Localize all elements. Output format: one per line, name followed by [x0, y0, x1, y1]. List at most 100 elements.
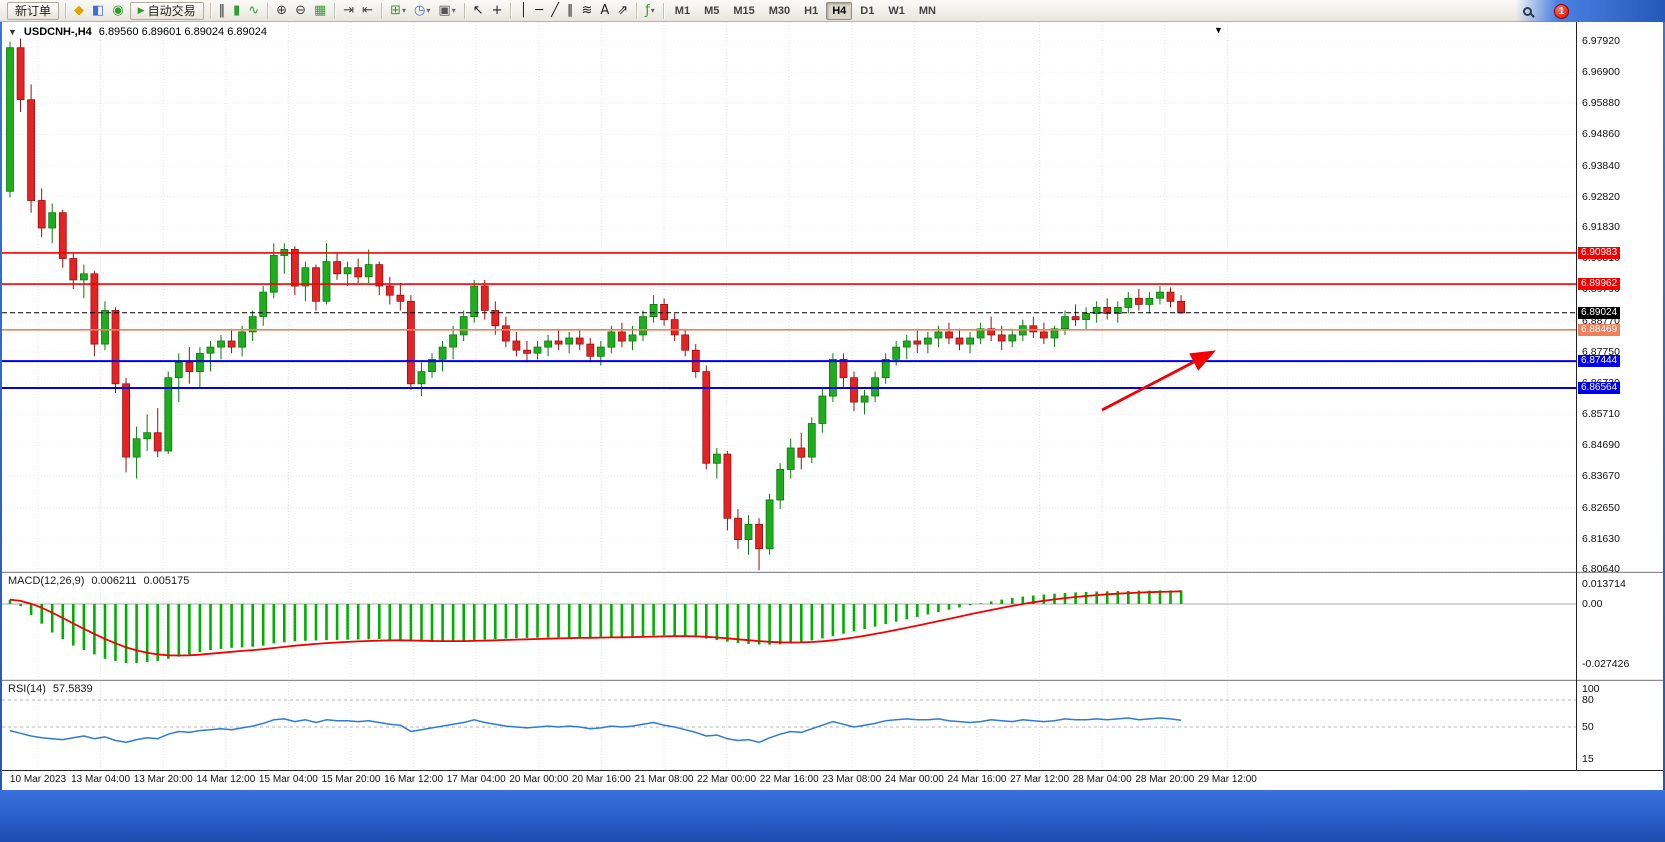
chart-shift-marker[interactable]: ▼	[1214, 25, 1223, 35]
candlestick-chart-icon[interactable]: ▮	[229, 1, 244, 21]
toolbar-separator	[463, 2, 465, 19]
zoom-out-icon-glyph: ⊖	[295, 3, 306, 18]
timeframe-h4[interactable]: H4	[826, 1, 853, 20]
timeframe-h1[interactable]: H1	[798, 2, 824, 20]
time-axis-label: 28 Mar 20:00	[1135, 774, 1195, 785]
toolbar-right-corner: 1	[1515, 0, 1665, 22]
arrows-tool-icon[interactable]: ⇗	[613, 1, 632, 21]
price-tag: 6.86564	[1578, 381, 1621, 394]
vertical-line-tool-icon[interactable]: │	[515, 1, 531, 21]
community-icon[interactable]: ◉	[108, 1, 127, 21]
zoom-in-icon-glyph: ⊕	[276, 3, 288, 18]
indicators-button-glyph: ƒ	[645, 3, 650, 18]
toolbar-items: 新订单 ◆ ◧ ◉ ▶ 自动交易 ‖ ▮ ∿ ⊕ ⊖ ▦ ⇥ ⇤ ⊞ ▾ ◷ ▾ ▣ ▾ ↖ + │ ─ ╱ ∥ ≋ A ⇗ ƒ ▾ M1 M5…	[5, 0, 943, 21]
template-button[interactable]: ▣ ▾	[434, 1, 459, 21]
one-click-trading-toggle[interactable]: ▼	[8, 27, 17, 37]
price-tag: 6.90983	[1578, 246, 1621, 259]
taskbar	[0, 790, 1665, 842]
tile-windows-icon[interactable]: ▦	[310, 1, 330, 21]
fibonacci-tool-icon[interactable]: ≋	[577, 1, 596, 21]
price-axis[interactable]: 6.97920 6.96900 6.95880 6.94860 6.93840 6.928…	[1576, 22, 1663, 770]
text-tool-icon-glyph: A	[600, 3, 610, 18]
toolbar-separator	[381, 2, 383, 19]
notifications-badge[interactable]: 1	[1554, 3, 1569, 19]
window-frame-right	[1663, 22, 1665, 790]
toolbar-separator	[65, 2, 67, 19]
horizontal-lines	[2, 252, 1576, 389]
channel-tool-icon[interactable]: ∥	[563, 1, 578, 21]
time-axis-label: 29 Mar 12:00	[1197, 774, 1257, 785]
vertical-line-tool-icon-glyph: │	[519, 3, 528, 18]
timeframe-mn[interactable]: MN	[913, 2, 942, 20]
time-axis-label: 15 Mar 04:00	[258, 774, 318, 785]
indicators-button[interactable]: ƒ ▾	[641, 1, 659, 21]
dropdown-arrow-icon: ▾	[426, 6, 431, 15]
time-axis-label: 20 Mar 00:00	[509, 774, 569, 785]
price-tag: 6.88469	[1578, 323, 1621, 336]
market-watch-icon[interactable]: ◧	[88, 1, 108, 21]
auto-trading-button[interactable]: ▶ 自动交易	[129, 1, 204, 20]
macd-indicator	[2, 590, 1576, 664]
line-chart-icon-glyph: ∿	[248, 3, 260, 18]
toolbar-separator	[334, 2, 336, 19]
time-axis-label: 20 Mar 16:00	[571, 774, 631, 785]
symbol-period-label: USDCNH-,H4	[23, 26, 92, 38]
bar-chart-icon[interactable]: ‖	[215, 1, 230, 21]
ohlc-values: 6.89560 6.89601 6.89024 6.89024	[98, 26, 267, 38]
price-axis-label: 6.91830	[1582, 221, 1620, 234]
channel-tool-icon-glyph: ∥	[566, 3, 574, 18]
zoom-in-icon[interactable]: ⊕	[272, 1, 291, 21]
timeframe-d1[interactable]: D1	[854, 2, 880, 20]
zoom-out-icon[interactable]: ⊖	[291, 1, 310, 21]
time-axis-label: 13 Mar 04:00	[71, 774, 131, 785]
metaeditor-icon-glyph: ◆	[74, 3, 85, 18]
rsi-axis-label: 50	[1582, 721, 1594, 733]
line-chart-icon[interactable]: ∿	[244, 1, 263, 21]
new-chart-button[interactable]: ⊞ ▾	[386, 1, 410, 21]
price-axis-label: 6.95880	[1582, 97, 1620, 110]
macd-signal-line	[9, 590, 1182, 657]
grid	[2, 22, 1576, 770]
price-axis-label: 6.85710	[1582, 408, 1620, 421]
horizontal-line-tool-icon[interactable]: ─	[531, 1, 547, 21]
crosshair-tool-icon[interactable]: +	[488, 1, 507, 21]
timeframe-m15-label: M15	[733, 4, 755, 17]
toolbar-separator	[510, 2, 512, 19]
price-axis-label: 6.92820	[1582, 190, 1620, 203]
timeframe-m1[interactable]: M1	[669, 2, 696, 20]
time-axis-label: 21 Mar 08:00	[634, 774, 694, 785]
auto-scroll-icon[interactable]: ⇥	[339, 1, 358, 21]
time-axis-label: 24 Mar 16:00	[947, 774, 1007, 785]
timeframe-m5[interactable]: M5	[698, 2, 725, 20]
metaeditor-icon[interactable]: ◆	[70, 1, 88, 21]
time-axis-label: 23 Mar 08:00	[822, 774, 882, 785]
period-button[interactable]: ◷ ▾	[410, 1, 434, 21]
chart-shift-icon[interactable]: ⇤	[358, 1, 377, 21]
candlestick-chart-icon-glyph: ▮	[233, 3, 241, 18]
timeframe-h1-label: H1	[804, 4, 819, 17]
new-order-button[interactable]: 新订单	[7, 1, 60, 20]
arrow-annotation[interactable]	[1101, 350, 1216, 412]
rsi-indicator-name: RSI(14)	[8, 683, 46, 695]
text-tool-icon[interactable]: A	[596, 1, 613, 21]
timeframe-m5-label: M5	[704, 4, 720, 17]
price-axis-label: 6.81630	[1582, 532, 1620, 545]
search-icon[interactable]	[1523, 6, 1532, 16]
timeframe-m30[interactable]: M30	[763, 2, 796, 20]
timeframe-m15[interactable]: M15	[727, 2, 760, 20]
time-axis-label: 10 Mar 2023	[9, 774, 67, 785]
chart-plot[interactable]	[2, 22, 1663, 770]
time-axis[interactable]: 10 Mar 2023 13 Mar 04:00 13 Mar 20:00 14 Ma…	[2, 770, 1663, 790]
rsi-axis-label: 80	[1582, 694, 1594, 706]
trendline-tool-icon[interactable]: ╱	[547, 1, 563, 21]
dropdown-arrow-icon: ▾	[401, 6, 406, 15]
timeframe-d1-label: D1	[860, 4, 875, 17]
cursor-tool-icon[interactable]: ↖	[469, 1, 488, 21]
time-axis-label: 28 Mar 04:00	[1072, 774, 1132, 785]
toolbar-separator	[636, 2, 638, 19]
macd-axis-label: 0.013714	[1582, 578, 1626, 590]
time-axis-label: 22 Mar 00:00	[697, 774, 757, 785]
price-tag: 6.89962	[1578, 278, 1621, 291]
timeframe-w1[interactable]: W1	[882, 2, 911, 20]
